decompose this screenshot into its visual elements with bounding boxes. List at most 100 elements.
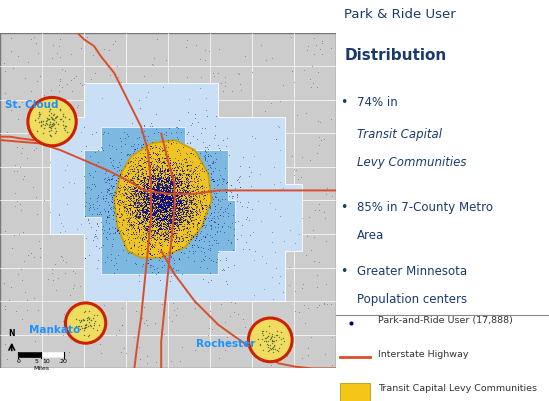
Point xyxy=(184,219,193,225)
Point xyxy=(187,232,196,239)
Point xyxy=(138,217,147,224)
Point xyxy=(167,197,176,203)
Point xyxy=(148,224,156,230)
Point xyxy=(146,251,155,257)
Point xyxy=(174,182,183,189)
Point xyxy=(152,187,160,194)
Point xyxy=(240,324,249,331)
Point xyxy=(123,232,132,239)
Point xyxy=(176,182,185,188)
Point xyxy=(158,203,167,209)
Point xyxy=(135,227,144,233)
Point xyxy=(198,182,207,188)
Point xyxy=(144,212,153,218)
Point xyxy=(163,204,172,211)
Point xyxy=(166,358,175,365)
Point xyxy=(147,222,156,229)
Point xyxy=(152,197,161,203)
Point xyxy=(114,184,123,191)
Point xyxy=(152,221,161,228)
Point xyxy=(142,181,150,188)
Point xyxy=(122,168,131,175)
Point xyxy=(109,156,118,163)
Point xyxy=(163,168,172,174)
Point xyxy=(32,193,41,200)
Point xyxy=(154,235,163,241)
Point xyxy=(162,236,171,242)
Point xyxy=(52,114,60,121)
Point xyxy=(176,211,185,217)
Point xyxy=(182,225,191,231)
Point xyxy=(153,211,161,217)
Point xyxy=(158,197,166,203)
Point xyxy=(184,199,193,205)
Point xyxy=(171,203,180,209)
Point xyxy=(149,209,158,215)
Point xyxy=(21,75,30,81)
Point xyxy=(160,184,169,191)
Point xyxy=(227,239,236,246)
Point xyxy=(160,221,169,227)
Point xyxy=(177,184,186,191)
Point xyxy=(212,259,221,265)
Point xyxy=(142,94,150,100)
Point xyxy=(145,205,154,212)
Point xyxy=(150,193,159,200)
Point xyxy=(150,194,159,200)
Point xyxy=(173,198,182,205)
Point xyxy=(160,188,169,195)
Point xyxy=(124,177,132,183)
Point xyxy=(207,176,216,182)
Point xyxy=(146,207,155,213)
Point xyxy=(142,205,150,212)
Point xyxy=(155,183,164,190)
Point xyxy=(178,144,187,150)
Point xyxy=(148,215,157,221)
Point xyxy=(130,180,139,186)
Point xyxy=(39,197,48,204)
Point xyxy=(173,234,182,240)
Point xyxy=(177,213,186,220)
Point xyxy=(148,222,156,228)
Point xyxy=(149,189,158,196)
Point xyxy=(167,213,176,219)
Point xyxy=(153,206,162,213)
Point xyxy=(135,215,143,221)
Point xyxy=(166,186,175,192)
Point xyxy=(171,191,180,198)
Point xyxy=(188,184,197,190)
Point xyxy=(217,223,226,229)
Point xyxy=(17,316,26,322)
Point xyxy=(183,224,192,230)
Point xyxy=(141,153,149,160)
Point xyxy=(171,180,180,186)
Point xyxy=(93,205,102,211)
Point xyxy=(202,203,211,210)
Point xyxy=(161,216,170,222)
Point xyxy=(161,192,170,199)
Point xyxy=(177,180,186,186)
Point xyxy=(145,211,154,217)
Point xyxy=(155,144,164,151)
Point xyxy=(223,209,232,216)
Point xyxy=(177,201,186,208)
Point xyxy=(181,201,190,208)
Point xyxy=(149,232,158,238)
Point xyxy=(155,209,164,215)
Point xyxy=(166,179,175,185)
Point xyxy=(147,187,155,193)
Point xyxy=(173,222,182,229)
Point xyxy=(153,203,162,209)
Point xyxy=(131,185,139,192)
Point xyxy=(162,207,171,213)
Point xyxy=(310,258,318,265)
Point xyxy=(195,198,204,205)
Point xyxy=(154,219,163,225)
Point xyxy=(264,341,272,348)
Point xyxy=(102,179,111,185)
Point xyxy=(153,172,161,178)
Point xyxy=(152,186,160,192)
Point xyxy=(208,233,216,240)
Point xyxy=(162,222,171,229)
Point xyxy=(198,204,206,211)
